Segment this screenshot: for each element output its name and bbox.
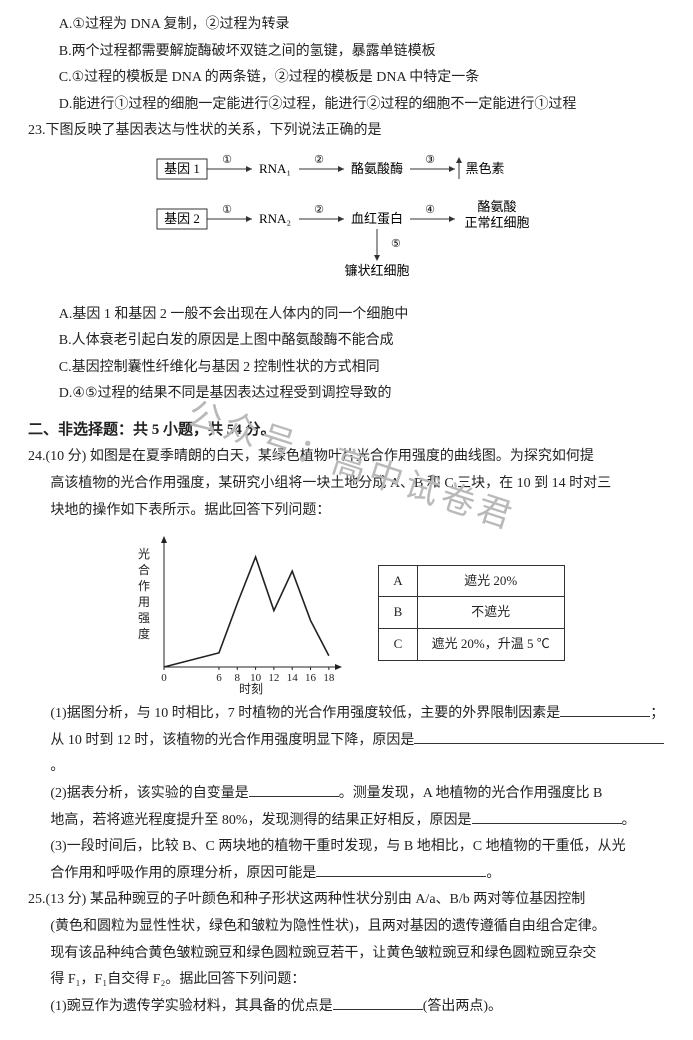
svg-text:6: 6 [216,672,222,684]
q24-line-chart: 0681012141618光合作用强度时刻 [128,530,348,695]
svg-text:②: ② [314,204,324,216]
q24-part2-line1: (2)据表分析，该实验的自变量是。测量发现，A 地植物的光合作用强度比 B [28,781,665,808]
q22-option-b: B.两个过程都需要解旋酶破坏双链之间的氢键，暴露单链模板 [28,39,665,66]
blank [316,862,486,877]
svg-text:12: 12 [269,672,280,684]
blank [249,782,339,797]
svg-text:18: 18 [324,672,336,684]
cell-b-label: B [379,597,417,629]
q23-diagram: 基因 1 ① RNA₁ ② 酪氨酸酶 ③ 黑色素 基因 2 ① RNA₂ ② 血… [28,151,665,292]
table-row: B不遮光 [379,597,564,629]
svg-text:③: ③ [425,154,435,166]
svg-text:光: 光 [138,547,150,561]
q25-part1: (1)豌豆作为遗传学实验材料，其具备的优点是(答出两点)。 [28,994,665,1021]
svg-text:①: ① [222,154,232,166]
end1-label: 黑色素 [465,161,504,176]
q24-stem-line2: 高该植物的光合作用强度，某研究小组将一块土地分成 A、B 和 C 三块，在 10… [28,471,665,498]
gene2-label: 基因 2 [164,211,200,226]
q24-figure-row: 0681012141618光合作用强度时刻 A遮光 20% B不遮光 C遮光 2… [28,530,665,695]
q22-option-a: A.①过程为 DNA 复制，②过程为转录 [28,12,665,39]
q24-stem-line3: 块地的操作如下表所示。据此回答下列问题： [28,498,665,525]
cell-c-val: 遮光 20%，升温 5 ℃ [417,629,564,661]
q24-treatment-table: A遮光 20% B不遮光 C遮光 20%，升温 5 ℃ [378,565,564,661]
svg-text:0: 0 [162,672,168,684]
q23-option-b: B.人体衰老引起白发的原因是上图中酪氨酸酶不能合成 [28,328,665,355]
q24-part3-line1: (3)一段时间后，比较 B、C 两块地的植物干重时发现，与 B 地相比，C 地植… [28,834,665,861]
cell-b-val: 不遮光 [417,597,564,629]
blank [472,809,622,824]
svg-text:16: 16 [305,672,317,684]
q25-stem-line1: 25.(13 分) 某品种豌豆的子叶颜色和种子形状这两种性状分别由 A/a、B/… [28,887,665,914]
q24-part1-line1: (1)据图分析，与 10 时相比，7 时植物的光合作用强度较低，主要的外界限制因… [28,701,665,728]
blank [333,995,423,1010]
mid1-label: 酪氨酸酶 [350,161,402,176]
svg-text:强: 强 [138,611,150,625]
gene1-label: 基因 1 [164,161,200,176]
q24-part2-line2: 地高，若将遮光程度提升至 80%，发现测得的结果正好相反，原因是。 [28,808,665,835]
table-row: A遮光 20% [379,565,564,597]
svg-text:用: 用 [138,595,150,609]
svg-text:①: ① [222,204,232,216]
q23-option-a: A.基因 1 和基因 2 一般不会出现在人体内的同一个细胞中 [28,302,665,329]
q23-stem: 23.下图反映了基因表达与性状的关系，下列说法正确的是 [28,118,665,145]
mid2-label: 血红蛋白 [350,211,402,226]
q25-stem-line4: 得 F₁，F₁自交得 F₂。据此回答下列问题： [28,967,665,994]
cell-a-label: A [379,565,417,597]
branch-label: 镰状红细胞 [344,263,409,278]
end2a-label: 酪氨酸 [477,199,516,214]
q24-part3-line2: 合作用和呼吸作用的原理分析，原因可能是。 [28,861,665,888]
svg-text:⑤: ⑤ [391,238,401,250]
svg-text:④: ④ [425,204,435,216]
section-2-title: 二、非选择题：共 5 小题，共 54 分。 [28,416,665,445]
rna2-label: RNA₂ [259,211,291,226]
q25-stem-line2: (黄色和圆粒为显性性状，绿色和皱粒为隐性性状)，且两对基因的遗传遵循自由组合定律… [28,914,665,941]
rna1-label: RNA₁ [259,161,291,176]
table-row: C遮光 20%，升温 5 ℃ [379,629,564,661]
svg-text:14: 14 [287,672,299,684]
q24-stem-line1: 24.(10 分) 如图是在夏季晴朗的白天，某绿色植物叶片光合作用强度的曲线图。… [28,444,665,471]
q23-option-d: D.④⑤过程的结果不同是基因表达过程受到调控导致的 [28,381,665,408]
q24-part1-line2: 从 10 时到 12 时，该植物的光合作用强度明显下降，原因是。 [28,728,665,781]
end2b-label: 正常红细胞 [464,215,529,230]
q23-option-c: C.基因控制囊性纤维化与基因 2 控制性状的方式相同 [28,355,665,382]
q22-option-d: D.能进行①过程的细胞一定能进行②过程，能进行②过程的细胞不一定能进行①过程 [28,92,665,119]
cell-c-label: C [379,629,417,661]
blank [414,729,664,744]
cell-a-val: 遮光 20% [417,565,564,597]
svg-text:时刻: 时刻 [239,682,263,695]
q22-option-c: C.①过程的模板是 DNA 的两条链，②过程的模板是 DNA 中特定一条 [28,65,665,92]
svg-text:②: ② [314,154,324,166]
blank [560,702,650,717]
q25-stem-line3: 现有该品种纯合黄色皱粒豌豆和绿色圆粒豌豆若干，让黄色皱粒豌豆和绿色圆粒豌豆杂交 [28,941,665,968]
svg-text:度: 度 [138,626,150,641]
svg-text:合: 合 [138,562,150,577]
svg-text:作: 作 [138,579,150,593]
